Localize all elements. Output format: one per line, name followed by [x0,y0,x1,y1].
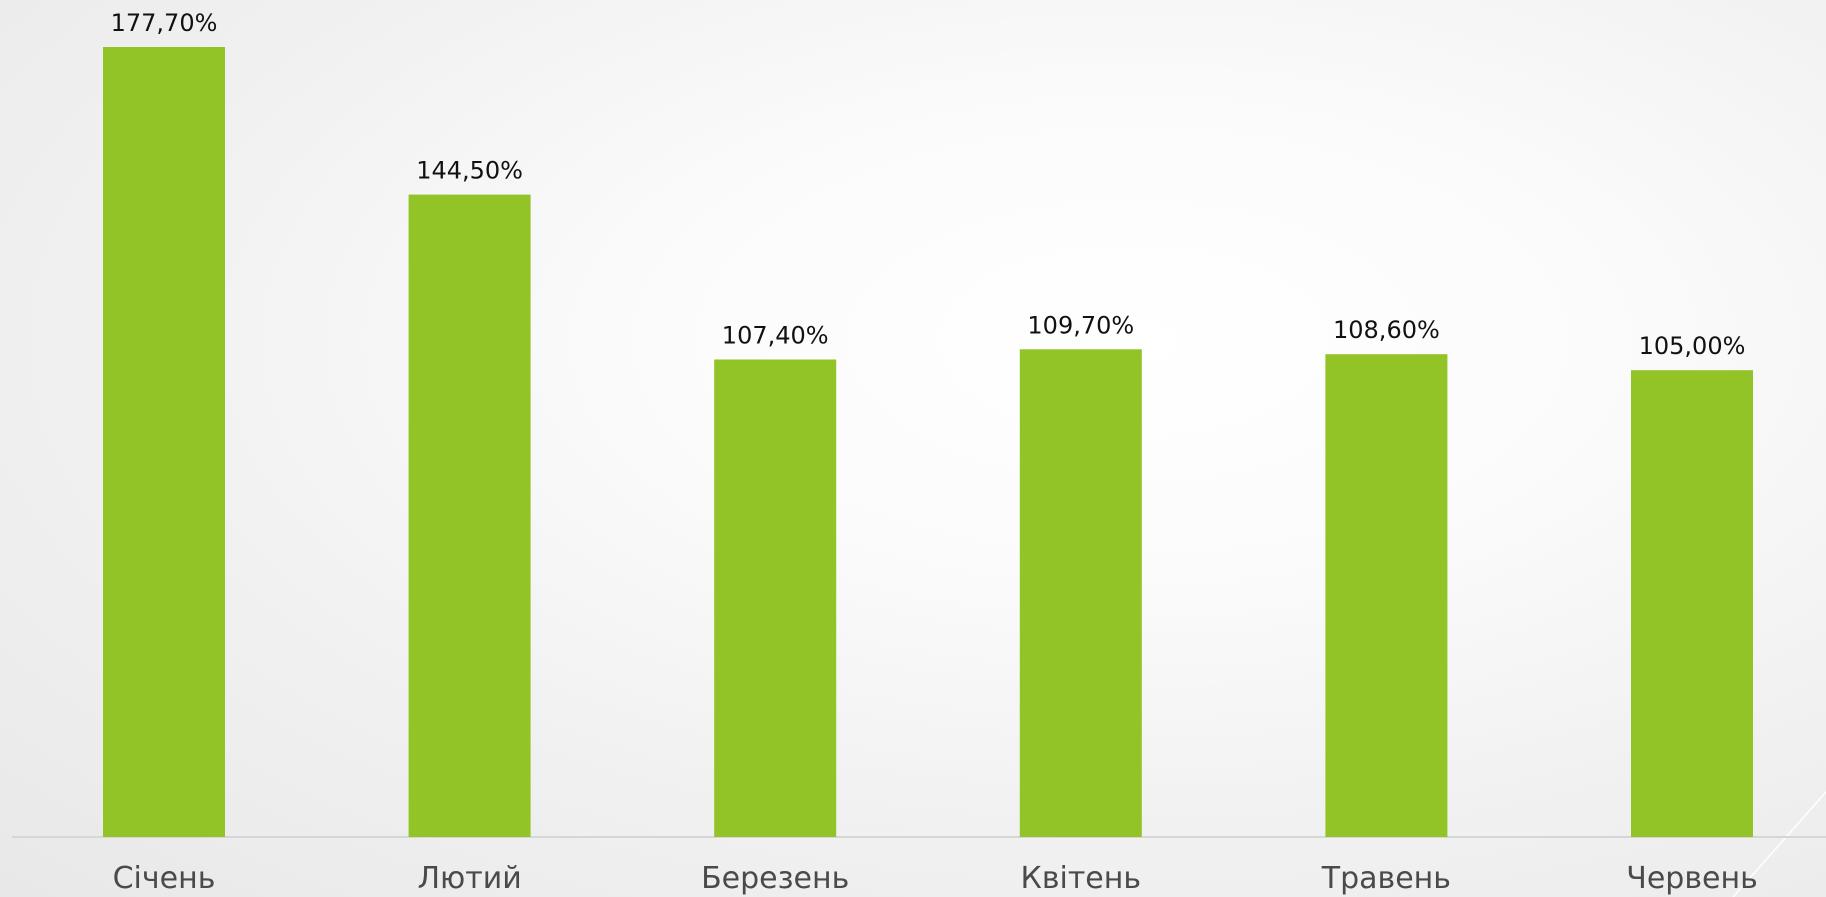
bar-2 [408,194,531,838]
category-label: Травень [1321,861,1451,896]
category-labels-group: Січень Лютий Березень Квітень Травень Червень [113,861,1758,896]
bar-1 [103,47,225,837]
category-label: Лютий [417,861,521,896]
category-label: Березень [701,861,849,896]
category-label: Квітень [1021,861,1142,896]
category-label: Червень [1626,861,1758,896]
bar-value-label: 177,70% [111,9,218,37]
bar-value-label: 109,70% [1027,311,1134,339]
bar-4 [1019,349,1142,837]
bars-group [103,47,1753,838]
bar-5 [1325,354,1448,837]
bar-value-label: 108,60% [1333,316,1440,344]
bar-value-label: 105,00% [1639,332,1746,360]
category-label: Січень [113,861,216,896]
bar-6 [1631,370,1753,837]
bar-value-label: 144,50% [416,157,523,185]
value-labels-group: 177,70% 144,50% 107,40% 109,70% 108,60% 105,0… [111,9,1746,360]
bar-value-label: 107,40% [722,322,829,350]
decorative-corner-line [1732,791,1826,897]
bar-3 [714,359,837,837]
